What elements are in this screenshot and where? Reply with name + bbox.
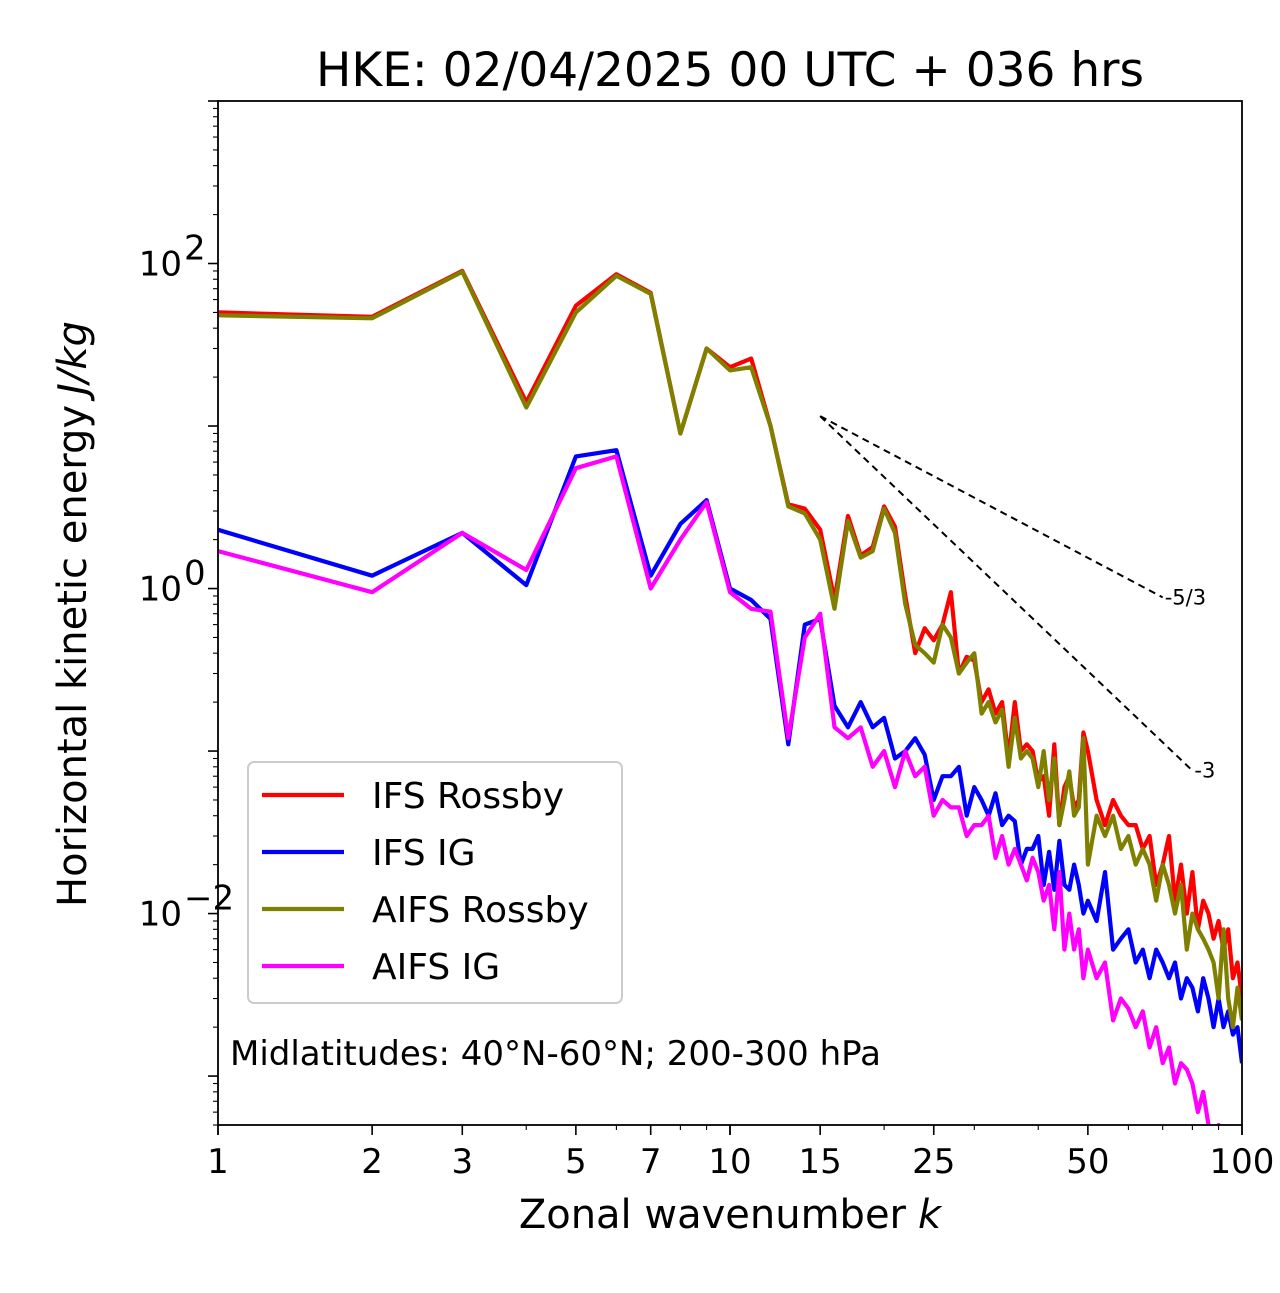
x-tick-label: 7: [640, 1142, 662, 1182]
x-axis-label-var: k: [918, 1192, 943, 1238]
series-line-ifs-rossby: [218, 268, 1242, 999]
legend-box: [247, 761, 623, 1004]
x-tick-label: 25: [912, 1142, 955, 1182]
legend-label: AIFS Rossby: [372, 890, 589, 931]
reference-line: [819, 415, 1194, 772]
y-tick-label: 10: [139, 570, 182, 610]
reference-line-label: -5/3: [1165, 585, 1206, 609]
reference-line-label: -3: [1194, 759, 1215, 783]
y-tick-label: 10: [139, 895, 182, 935]
series-layer: [218, 268, 1242, 1125]
y-axis-label: Horizontal kinetic energyJ/kg: [50, 321, 96, 907]
region-annotation: Midlatitudes: 40°N-60°N; 200-300 hPa: [230, 1034, 881, 1074]
legend: IFS Rossby IFS IG AIFS Rossby AIFS IG: [247, 761, 623, 1004]
x-tick-label: 3: [451, 1142, 473, 1182]
reference-line: [819, 415, 1164, 599]
y-tick-exponent: 0: [184, 554, 206, 594]
x-tick-label: 1: [207, 1142, 229, 1182]
legend-label: IFS IG: [372, 833, 476, 874]
x-tick-label: 2: [361, 1142, 383, 1182]
x-axis-label-text: Zonal wavenumber: [519, 1192, 907, 1238]
x-tick-label: 5: [565, 1142, 587, 1182]
legend-label: AIFS IG: [372, 947, 500, 988]
y-tick-exponent: −2: [184, 879, 234, 919]
x-tick-label: 100: [1210, 1142, 1275, 1182]
y-axis-label-units: J/kg: [50, 321, 96, 402]
y-axis-label-text: Horizontal kinetic energy: [50, 405, 96, 907]
x-tick-label: 10: [708, 1142, 751, 1182]
y-tick-exponent: 2: [184, 229, 206, 269]
plot-frame: [217, 100, 1243, 1126]
series-line-aifs-rossby: [218, 269, 1242, 1030]
chart-title: HKE: 02/04/2025 00 UTC + 036 hrs: [316, 43, 1144, 98]
reference-lines: -5/3 -3: [819, 415, 1215, 783]
x-tick-label: 15: [799, 1142, 842, 1182]
y-tick-label: 10: [139, 245, 182, 285]
series-line-aifs-ig: [218, 454, 1221, 1125]
legend-label: IFS Rossby: [372, 776, 564, 817]
x-tick-label: 50: [1066, 1142, 1109, 1182]
x-axis: 1 2 3 5 7 10 15 25 50 100: [207, 1125, 1274, 1182]
x-axis-label: Zonal wavenumber k: [519, 1192, 943, 1238]
